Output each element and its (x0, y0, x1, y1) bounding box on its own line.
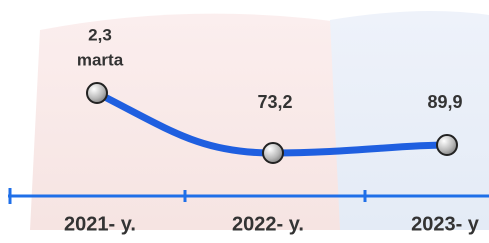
point (263, 143, 283, 163)
chart: 2,3 marta 73,2 89,9 2021- y. 2022- y. 20… (0, 0, 489, 243)
category-label: 2022- y. (232, 213, 304, 235)
point-label: 73,2 (257, 92, 292, 112)
page: {"point_labels": [["2,3", "marta"], ["73… (0, 0, 489, 243)
category-label: 2021- y. (64, 213, 136, 235)
point-label: 2,3 (88, 25, 112, 44)
point (437, 135, 457, 155)
category-label: 2023- y (411, 213, 480, 235)
point-label: marta (77, 50, 124, 69)
background-shape (30, 14, 365, 230)
point-label: 89,9 (427, 92, 462, 112)
point (87, 83, 107, 103)
